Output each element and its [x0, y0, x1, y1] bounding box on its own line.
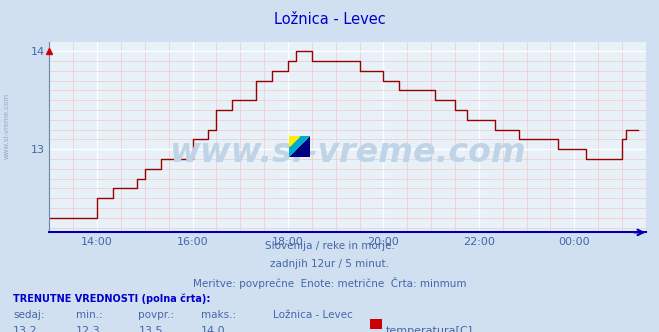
Text: www.si-vreme.com: www.si-vreme.com [3, 93, 10, 159]
Text: maks.:: maks.: [201, 310, 236, 320]
Text: zadnjih 12ur / 5 minut.: zadnjih 12ur / 5 minut. [270, 259, 389, 269]
Text: povpr.:: povpr.: [138, 310, 175, 320]
Text: Ložnica - Levec: Ložnica - Levec [273, 310, 353, 320]
Text: www.si-vreme.com: www.si-vreme.com [169, 136, 526, 169]
Polygon shape [289, 135, 310, 157]
Polygon shape [289, 135, 299, 146]
Text: Slovenija / reke in morje.: Slovenija / reke in morje. [264, 241, 395, 251]
Text: 13,2: 13,2 [13, 326, 38, 332]
Polygon shape [289, 135, 310, 157]
Text: 14,0: 14,0 [201, 326, 225, 332]
Text: 13,5: 13,5 [138, 326, 163, 332]
Text: temperatura[C]: temperatura[C] [386, 326, 473, 332]
Text: min.:: min.: [76, 310, 103, 320]
Text: TRENUTNE VREDNOSTI (polna črta):: TRENUTNE VREDNOSTI (polna črta): [13, 294, 211, 304]
Text: Ložnica - Levec: Ložnica - Levec [273, 12, 386, 27]
Text: 12,3: 12,3 [76, 326, 100, 332]
Text: sedaj:: sedaj: [13, 310, 45, 320]
Text: Meritve: povprečne  Enote: metrične  Črta: minmum: Meritve: povprečne Enote: metrične Črta:… [192, 277, 467, 289]
